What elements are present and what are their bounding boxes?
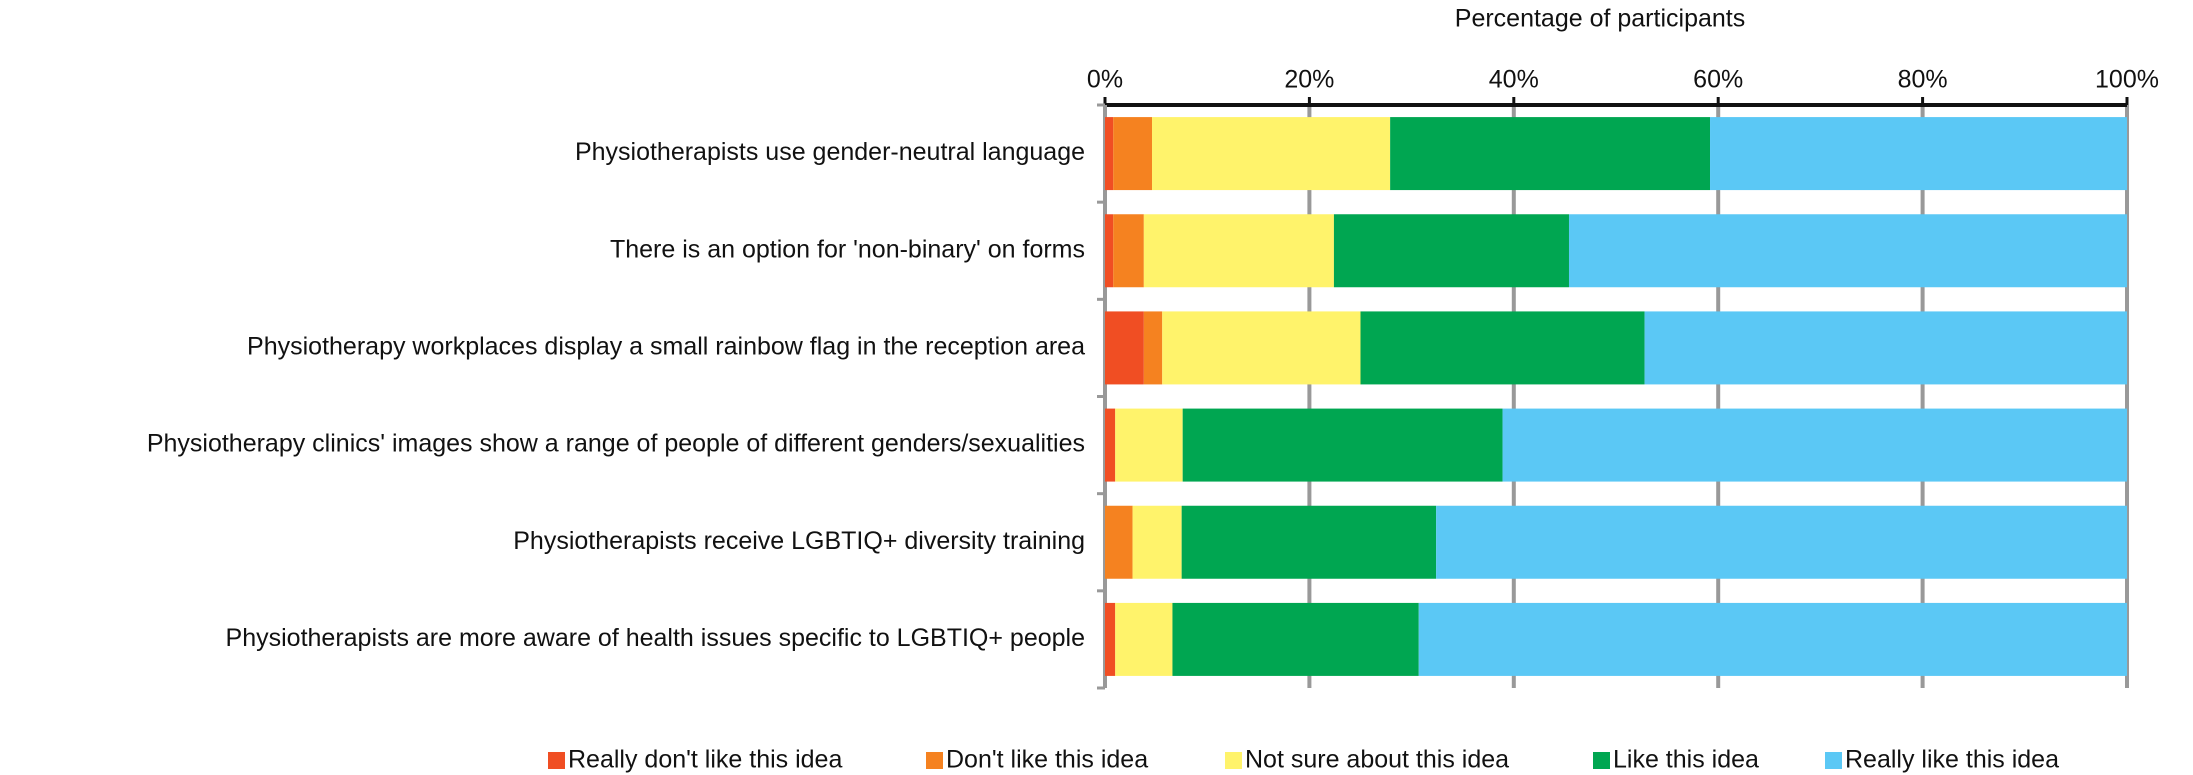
category-label: There is an option for 'non-binary' on f…	[610, 235, 1085, 263]
bar-segment	[1172, 602, 1419, 676]
legend-label: Like this idea	[1613, 746, 1759, 774]
bar-segment	[1333, 214, 1569, 288]
legend-swatch	[1225, 752, 1242, 769]
bar-segment	[1418, 602, 2127, 676]
legend-swatch	[548, 752, 565, 769]
legend-swatch	[1593, 752, 1610, 769]
x-tick-label: 80%	[1898, 66, 1948, 94]
bar-segment	[1143, 214, 1334, 288]
bar-segment	[1360, 311, 1645, 385]
bar-segment	[1115, 602, 1173, 676]
category-label: Physiotherapists receive LGBTIQ+ diversi…	[513, 527, 1085, 555]
category-label: Physiotherapists use gender-neutral lang…	[575, 138, 1085, 166]
bar-segment	[1181, 505, 1437, 579]
bar-segment	[1105, 505, 1133, 579]
bar-segment	[1132, 505, 1182, 579]
bar-segment	[1105, 214, 1114, 288]
bar-segment	[1162, 311, 1361, 385]
legend-label: Not sure about this idea	[1245, 746, 1509, 774]
bar-segment	[1390, 117, 1711, 191]
legend-label: Really don't like this idea	[568, 746, 842, 774]
bar-segment	[1182, 408, 1503, 482]
bar-segment	[1105, 311, 1144, 385]
legend-swatch	[1825, 752, 1842, 769]
bar-segment	[1152, 117, 1391, 191]
bar-segment	[1113, 117, 1153, 191]
legend-label: Don't like this idea	[946, 746, 1148, 774]
legend-swatch	[926, 752, 943, 769]
bar-segment	[1105, 602, 1116, 676]
bar-segment	[1113, 214, 1144, 288]
x-tick-label: 60%	[1693, 66, 1743, 94]
bar-segment	[1436, 505, 2127, 579]
category-label: Physiotherapists are more aware of healt…	[226, 624, 1085, 652]
category-label: Physiotherapy clinics' images show a ran…	[147, 430, 1085, 458]
bar-segment	[1502, 408, 2127, 482]
legend-label: Really like this idea	[1845, 746, 2059, 774]
bar-segment	[1105, 408, 1116, 482]
bar-segment	[1710, 117, 2127, 191]
x-tick-label: 0%	[1087, 66, 1123, 94]
bar-segment	[1568, 214, 2127, 288]
bar-segment	[1115, 408, 1183, 482]
category-label: Physiotherapy workplaces display a small…	[247, 333, 1085, 361]
x-tick-label: 20%	[1284, 66, 1334, 94]
bar-segment	[1143, 311, 1163, 385]
axis-title: Percentage of participants	[1455, 5, 1745, 33]
x-tick-label: 100%	[2095, 66, 2159, 94]
bar-segment	[1105, 117, 1114, 191]
x-tick-label: 40%	[1489, 66, 1539, 94]
bar-segment	[1644, 311, 2127, 385]
